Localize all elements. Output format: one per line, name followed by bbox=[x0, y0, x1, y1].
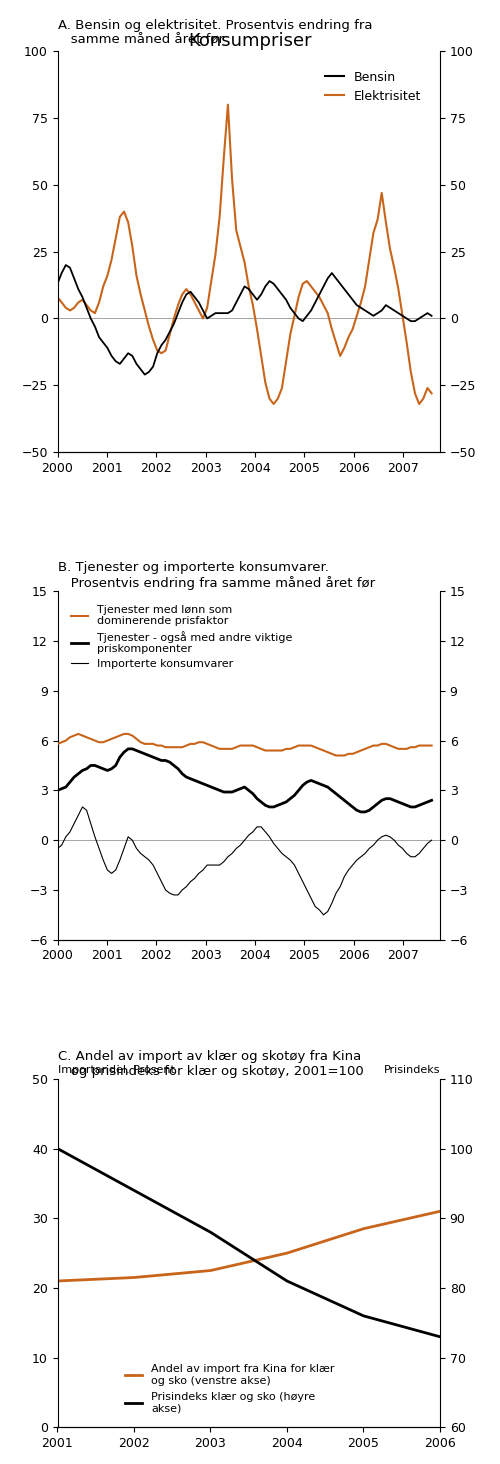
Legend: Andel av import fra Kina for klær
og sko (venstre akse), Prisindeks klær og sko : Andel av import fra Kina for klær og sko… bbox=[121, 1360, 339, 1419]
Text: Konsumpriser: Konsumpriser bbox=[188, 32, 312, 50]
Legend: Tjenester med lønn som
dominerende prisfaktor, Tjenester - også med andre viktig: Tjenester med lønn som dominerende prisf… bbox=[67, 600, 296, 673]
Text: B. Tjenester og importerte konsumvarer.
   Prosentvis endring fra samme måned år: B. Tjenester og importerte konsumvarer. … bbox=[58, 561, 374, 590]
Text: C. Andel av import av klær og skotøy fra Kina
   og prisindeks for klær og skotø: C. Andel av import av klær og skotøy fra… bbox=[58, 1050, 363, 1078]
Text: Importandel. Prosent: Importandel. Prosent bbox=[58, 1066, 174, 1076]
Text: Prisindeks: Prisindeks bbox=[384, 1066, 440, 1076]
Text: A. Bensin og elektrisitet. Prosentvis endring fra
   samme måned året før: A. Bensin og elektrisitet. Prosentvis en… bbox=[58, 19, 372, 47]
Legend: Bensin, Elektrisitet: Bensin, Elektrisitet bbox=[320, 66, 426, 108]
